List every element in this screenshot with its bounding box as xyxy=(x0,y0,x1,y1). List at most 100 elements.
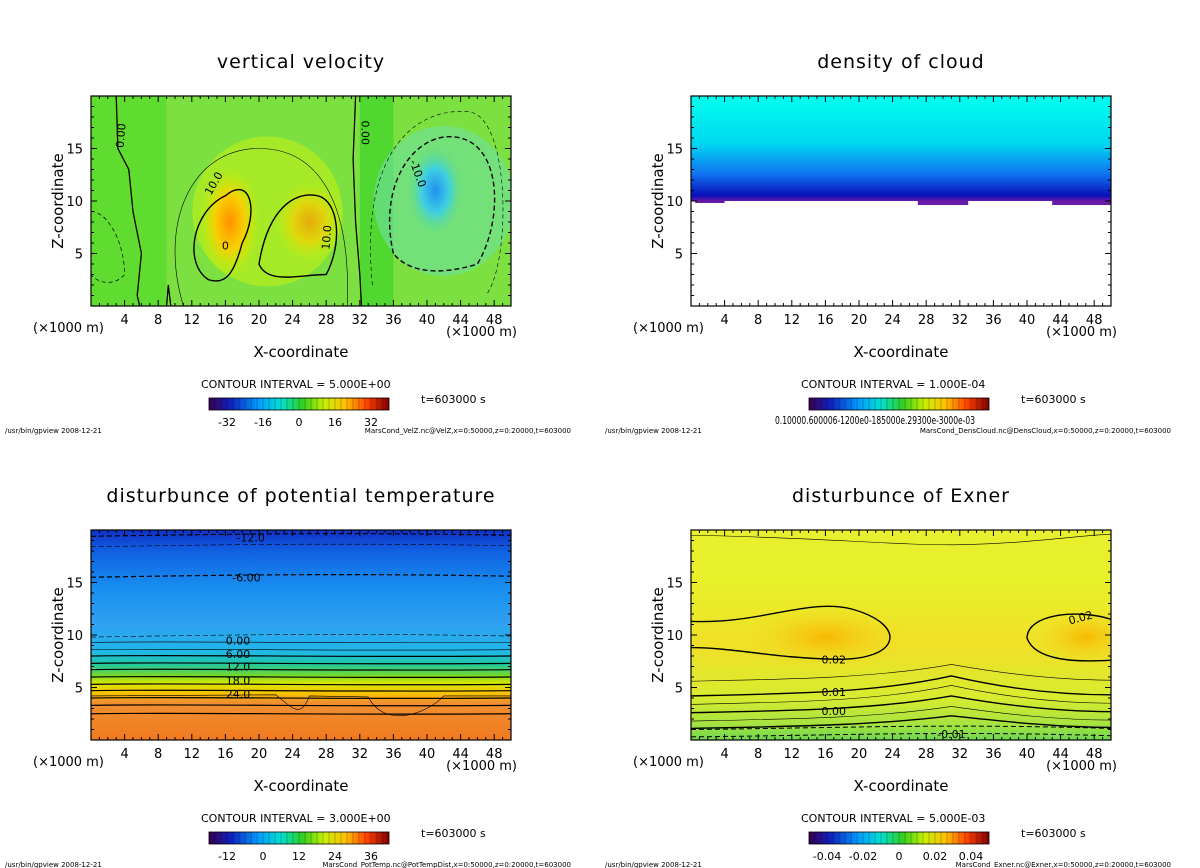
contour-label: -12.0 xyxy=(236,532,264,545)
x-tick-label: 24 xyxy=(284,747,301,762)
panel-3-axes: disturbunce of potential temperature 4 8 12… xyxy=(5,485,571,868)
contour-interval: CONTOUR INTERVAL = 3.000E+00 xyxy=(201,812,391,825)
x-tick-label: 28 xyxy=(918,747,935,762)
x-tick-label: 12 xyxy=(784,313,801,328)
y-tick-label: 10 xyxy=(666,629,683,644)
y-tick-label: 15 xyxy=(666,577,683,592)
contour-line xyxy=(1026,613,1111,662)
x-tick-label: 40 xyxy=(419,747,436,762)
contour-line xyxy=(91,654,511,658)
contour-line xyxy=(691,695,1111,714)
colorbar-tick-label: -0.04 xyxy=(813,850,841,863)
x-tick-label: 36 xyxy=(385,747,402,762)
x-tick-label: 48 xyxy=(486,313,503,328)
x-axis-label: X-coordinate xyxy=(854,777,949,795)
x-tick-label: 20 xyxy=(851,313,868,328)
contour-label: 0.01 xyxy=(822,686,847,699)
colorbar-tick-label: 0.10000.600006-1200e0-185000e.29300e-300… xyxy=(775,414,975,427)
colorbar-tick-label: 24 xyxy=(328,850,342,863)
x-tick-label: 28 xyxy=(918,313,935,328)
time-stamp: t=603000 s xyxy=(421,827,486,840)
contour-line xyxy=(91,689,511,692)
contour-label: 6.00 xyxy=(226,648,251,661)
x-tick-label: 12 xyxy=(184,313,201,328)
contour-label: 0.02 xyxy=(822,653,847,666)
x-tick-label: 16 xyxy=(817,313,834,328)
x-tick-label: 32 xyxy=(352,313,369,328)
updraft-core xyxy=(199,167,260,277)
y-tick-label: 5 xyxy=(675,682,683,697)
colorbar-tick-label: 0 xyxy=(896,850,903,863)
contour-line xyxy=(91,573,511,578)
x-tick-label: 20 xyxy=(251,747,268,762)
footer-right: MarsCond_DensCloud.nc@DensCloud,x=0:5000… xyxy=(920,427,1171,435)
x-tick-label: 44 xyxy=(452,747,469,762)
time-stamp: t=603000 s xyxy=(421,393,486,406)
contour-line xyxy=(91,683,511,686)
colorbar-tick-label: -0.02 xyxy=(849,850,877,863)
x-tick-label: 28 xyxy=(318,313,335,328)
x-tick-label: 24 xyxy=(284,313,301,328)
footer-right: MarsCond_VelZ.nc@VelZ,x=0:50000,z=0:2000… xyxy=(365,427,571,435)
colorbar-tick-label: -32 xyxy=(218,416,236,429)
contour-line xyxy=(691,715,1111,730)
contour-line xyxy=(91,668,511,671)
y-tick-label: 15 xyxy=(666,143,683,158)
contour-label: 0.00 xyxy=(226,634,251,647)
colorbar-tick-label: -12 xyxy=(218,850,236,863)
x-tick-label: 8 xyxy=(754,747,762,762)
contour-line xyxy=(91,543,511,548)
contour-interval: CONTOUR INTERVAL = 1.000E-04 xyxy=(801,378,985,391)
downdraft-core xyxy=(407,145,464,236)
contour-label: 0.02 xyxy=(1067,609,1094,628)
x-unit-right: (×1000 m) xyxy=(446,759,517,774)
cloud-field xyxy=(691,96,1111,201)
x-tick-label: 8 xyxy=(154,313,162,328)
contour-line xyxy=(691,733,1111,738)
contour-line xyxy=(91,662,511,665)
contour-label: 24.0 xyxy=(226,688,251,701)
contour-line xyxy=(91,648,511,651)
chart-title: density of cloud xyxy=(817,51,985,73)
x-tick-label: 4 xyxy=(120,313,128,328)
footer-right: MarsCond_Exner.nc@Exner,x=0:50000,z=0:20… xyxy=(956,861,1171,868)
y-tick-label: 10 xyxy=(66,629,83,644)
contour-label: -6.00 xyxy=(232,571,260,584)
y-tick-label: 10 xyxy=(666,195,683,210)
colorbar-tick-label: 16 xyxy=(328,416,342,429)
panel-2-field xyxy=(691,96,1111,306)
x-unit-left: (×1000 m) xyxy=(633,755,704,770)
x-tick-label: 48 xyxy=(486,747,503,762)
colorbar-tick-label: -16 xyxy=(254,416,272,429)
colorbar-tick-label: 0.02 xyxy=(923,850,948,863)
footer-left: /usr/bin/gpview 2008-12-21 xyxy=(605,427,702,435)
cloud-base-fringe xyxy=(917,201,969,205)
y-tick-label: 5 xyxy=(75,248,83,263)
contour-line xyxy=(388,136,496,272)
contour-line xyxy=(258,194,338,278)
contour-line xyxy=(91,696,511,700)
contour-line xyxy=(91,211,125,283)
chart-title: disturbunce of Exner xyxy=(792,485,1010,507)
y-axis-label: Z-coordinate xyxy=(649,587,667,682)
x-tick-label: 32 xyxy=(952,313,969,328)
footer-left: /usr/bin/gpview 2008-12-21 xyxy=(5,861,102,868)
y-tick-label: 5 xyxy=(675,248,683,263)
x-tick-label: 24 xyxy=(884,747,901,762)
x-tick-label: 40 xyxy=(419,313,436,328)
x-tick-label: 4 xyxy=(720,747,728,762)
x-tick-label: 48 xyxy=(1086,747,1103,762)
chart-title: disturbunce of potential temperature xyxy=(106,485,495,507)
x-tick-label: 44 xyxy=(1052,747,1069,762)
x-tick-label: 12 xyxy=(184,747,201,762)
x-tick-label: 36 xyxy=(985,747,1002,762)
contour-line xyxy=(165,284,172,306)
x-tick-label: 4 xyxy=(120,747,128,762)
contour-line xyxy=(352,96,363,306)
contour-label: 0 xyxy=(222,239,229,252)
contour-line xyxy=(91,704,511,707)
